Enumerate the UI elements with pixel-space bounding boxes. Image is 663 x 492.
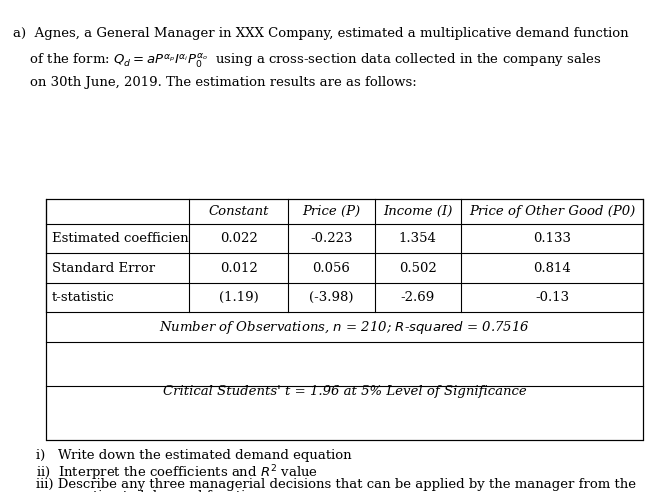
Text: Constant: Constant [208, 205, 269, 218]
Text: estimated demand function: estimated demand function [53, 490, 262, 492]
Text: (1.19): (1.19) [219, 291, 259, 304]
Text: 0.133: 0.133 [533, 232, 571, 245]
Text: 1.354: 1.354 [398, 232, 437, 245]
Text: a)  Agnes, a General Manager in XXX Company, estimated a multiplicative demand f: a) Agnes, a General Manager in XXX Compa… [13, 27, 629, 40]
Text: -0.223: -0.223 [310, 232, 353, 245]
Text: 0.022: 0.022 [220, 232, 257, 245]
Text: ii)  Interpret the coefficients and $R^2$ value: ii) Interpret the coefficients and $R^2$… [36, 463, 318, 483]
Text: on 30th June, 2019. The estimation results are as follows:: on 30th June, 2019. The estimation resul… [13, 76, 417, 89]
Text: Price (P): Price (P) [302, 205, 361, 218]
Text: -2.69: -2.69 [400, 291, 435, 304]
Text: 0.056: 0.056 [312, 262, 351, 275]
Text: 0.012: 0.012 [220, 262, 257, 275]
Text: iii) Describe any three managerial decisions that can be applied by the manager : iii) Describe any three managerial decis… [36, 478, 636, 491]
Text: 0.814: 0.814 [533, 262, 571, 275]
Text: Price of Other Good (P0): Price of Other Good (P0) [469, 205, 635, 218]
Text: Estimated coefficien: Estimated coefficien [52, 232, 188, 245]
Text: Number of Observations, $n$ = 210; $R$-$squared$ = 0.7516: Number of Observations, $n$ = 210; $R$-$… [159, 319, 530, 336]
Text: Income (I): Income (I) [383, 205, 452, 218]
Text: -0.13: -0.13 [535, 291, 569, 304]
Bar [46, 199, 643, 440]
Text: (-3.98): (-3.98) [309, 291, 354, 304]
Text: t-statistic: t-statistic [52, 291, 115, 304]
Text: Critical Students' t = 1.96 at 5% Level of Significance: Critical Students' t = 1.96 at 5% Level … [163, 385, 526, 398]
Text: i)   Write down the estimated demand equation: i) Write down the estimated demand equat… [36, 449, 352, 461]
Text: of the form: $Q_d = aP^{\alpha_p}I^{\alpha_i}P_0^{\alpha_o}$  using a cross-sect: of the form: $Q_d = aP^{\alpha_p}I^{\alp… [13, 52, 602, 70]
Text: Standard Error: Standard Error [52, 262, 155, 275]
Text: 0.502: 0.502 [399, 262, 436, 275]
